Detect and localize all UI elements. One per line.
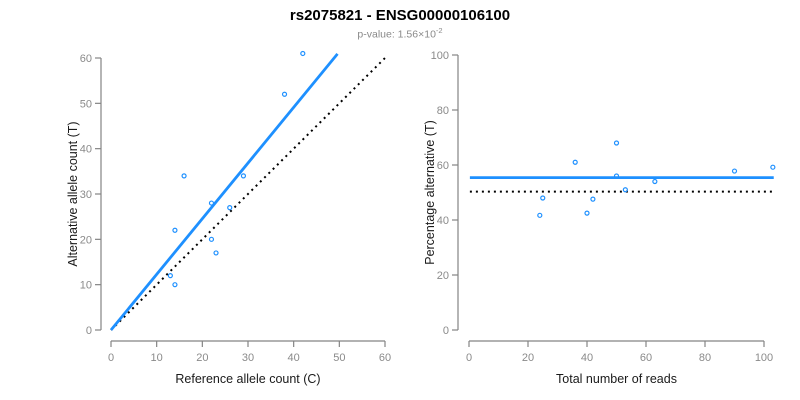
x-tick-label: 20: [196, 352, 208, 364]
data-point: [770, 164, 776, 170]
p-value-exponent: -2: [435, 26, 443, 35]
data-point: [300, 50, 306, 57]
data-point: [572, 159, 578, 165]
fit-line: [109, 53, 339, 331]
y-tick-label: 10: [80, 280, 92, 292]
y-tick-label: 0: [443, 325, 449, 337]
x-tick-label: 0: [466, 352, 472, 364]
percentage-scatter: 0 20 40 60 80 100 0 20 40 60 80 100 Total number of …: [423, 50, 776, 386]
y-tick-label: 20: [80, 234, 92, 246]
data-point: [181, 173, 187, 179]
x-axis-title: Total number of reads: [556, 372, 677, 386]
y-tick-label: 40: [437, 215, 449, 227]
data-point: [652, 178, 658, 185]
data-point: [227, 205, 233, 211]
x-tick-label: 40: [581, 352, 593, 364]
data-point: [584, 210, 590, 216]
y-tick-label: 30: [80, 189, 92, 201]
data-point: [537, 212, 543, 218]
data-point: [172, 227, 178, 233]
y-tick-label: 0: [86, 325, 92, 337]
x-tick-label: 50: [333, 352, 345, 364]
data-point: [208, 236, 215, 242]
data-point: [613, 140, 620, 146]
data-point: [281, 91, 288, 97]
p-value-prefix: p-value:: [357, 28, 398, 41]
y-tick-label: 60: [80, 53, 92, 65]
y-tick-label: 50: [80, 98, 92, 110]
y-axis-title: Percentage alternative (T): [423, 120, 437, 265]
identity-line: [110, 55, 388, 331]
data-point: [622, 187, 628, 193]
x-tick-label: 10: [151, 352, 163, 364]
x-tick-label: 30: [242, 352, 254, 364]
x-tick-label: 20: [522, 352, 534, 364]
allele-count-scatter: 0 10 20 30 40 50 60 0 10 20 30 40 50 60 Reference alle…: [66, 50, 391, 386]
x-tick-label: 80: [699, 352, 711, 364]
x-axis-title: Reference allele count (C): [175, 372, 320, 386]
x-tick-label: 60: [640, 352, 652, 364]
data-point: [590, 196, 596, 202]
x-tick-label: 0: [108, 352, 114, 364]
data-point: [172, 282, 178, 288]
x-tick-label: 40: [288, 352, 300, 364]
y-tick-label: 60: [437, 160, 449, 172]
y-tick-label: 80: [437, 105, 449, 117]
data-point: [213, 250, 219, 256]
data-point: [167, 273, 173, 279]
y-tick-label: 100: [431, 50, 449, 62]
data-point: [613, 173, 620, 179]
y-tick-label: 20: [437, 270, 449, 282]
data-point: [540, 195, 546, 201]
figure-title: rs2075821 - ENSG00000106100: [289, 7, 511, 24]
y-tick-label: 40: [80, 144, 92, 156]
x-tick-label: 60: [379, 352, 391, 364]
data-point: [240, 173, 247, 179]
p-value-base: 1.56×10: [397, 28, 436, 41]
data-point: [731, 168, 738, 174]
data-point: [208, 200, 215, 206]
x-tick-label: 100: [755, 352, 773, 364]
y-axis-title: Alternative allele count (T): [66, 121, 80, 266]
p-value-label: p-value: 1.56×10-2: [0, 26, 800, 41]
